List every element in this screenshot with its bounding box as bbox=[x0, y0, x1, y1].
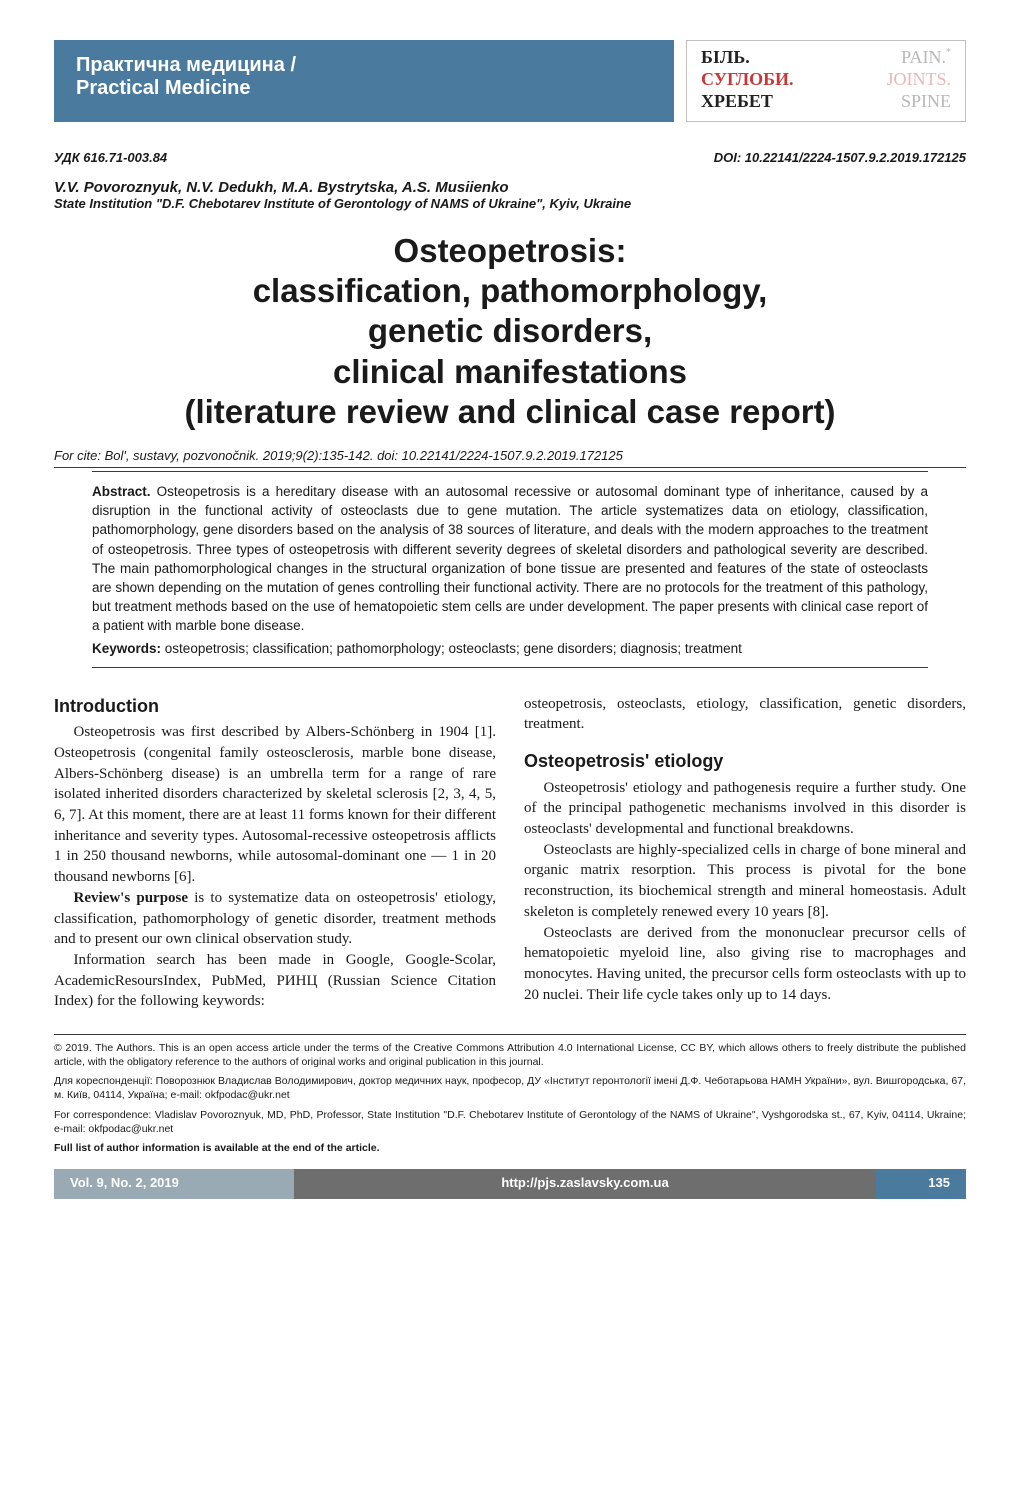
footnote-correspondence-ua: Для кореспонденції: Поворознюк Владислав… bbox=[54, 1074, 966, 1102]
column-right: osteopetrosis, osteoclasts, etiology, cl… bbox=[524, 694, 966, 1012]
footer-page-number: 135 bbox=[876, 1169, 966, 1199]
page: Практична медицина / Practical Medicine … bbox=[0, 0, 1020, 1199]
page-footer: Vol. 9, No. 2, 2019 http://pjs.zaslavsky… bbox=[54, 1169, 966, 1199]
udc-code: УДК 616.71-003.84 bbox=[54, 150, 167, 165]
abstract-label: Abstract. bbox=[92, 484, 151, 499]
review-purpose-label: Review's purpose bbox=[74, 890, 189, 906]
rule-abstract-top bbox=[92, 471, 928, 472]
footnote-correspondence-en: For correspondence: Vladislav Povoroznyu… bbox=[54, 1108, 966, 1136]
rule-abstract-bottom bbox=[92, 667, 928, 668]
logo-en-pain: PAIN.* bbox=[901, 47, 951, 69]
logo-ua-spine: ХРЕБЕТ bbox=[701, 91, 773, 113]
keywords-line: Keywords: osteopetrosis; classification;… bbox=[92, 639, 928, 658]
footnotes: © 2019. The Authors. This is an open acc… bbox=[54, 1041, 966, 1155]
logo-row-joints: СУГЛОБИ. JOINTS. bbox=[701, 69, 951, 91]
intro-p1: Osteopetrosis was first described by Alb… bbox=[54, 722, 496, 888]
meta-row: УДК 616.71-003.84 DOI: 10.22141/2224-150… bbox=[54, 150, 966, 165]
title-line-1: Osteopetrosis: bbox=[394, 232, 627, 269]
footer-issue: Vol. 9, No. 2, 2019 bbox=[54, 1169, 294, 1199]
title-line-4: clinical manifestations bbox=[333, 353, 687, 390]
keywords-text: osteopetrosis; classification; pathomorp… bbox=[165, 641, 742, 656]
title-line-3: genetic disorders, bbox=[368, 312, 652, 349]
footnote-rule bbox=[54, 1034, 966, 1035]
abstract-text: Osteopetrosis is a hereditary disease wi… bbox=[92, 484, 928, 633]
body-columns: Introduction Osteopetrosis was first des… bbox=[54, 694, 966, 1012]
section-banner-line1: Практична медицина / bbox=[76, 54, 652, 77]
citation-line: For cite: Bol', sustavy, pozvonočnik. 20… bbox=[54, 448, 966, 463]
journal-logo: БІЛЬ. PAIN.* СУГЛОБИ. JOINTS. ХРЕБЕТ SPI… bbox=[686, 40, 966, 122]
logo-en-joints: JOINTS. bbox=[886, 69, 951, 91]
keywords-continuation: osteopetrosis, osteoclasts, etiology, cl… bbox=[524, 694, 966, 735]
footnote-license: © 2019. The Authors. This is an open acc… bbox=[54, 1041, 966, 1069]
heading-introduction: Introduction bbox=[54, 694, 496, 719]
footnote-author-info: Full list of author information is avail… bbox=[54, 1141, 966, 1155]
title-line-2: classification, pathomorphology, bbox=[253, 272, 768, 309]
authors: V.V. Povoroznyuk, N.V. Dedukh, M.A. Byst… bbox=[54, 179, 966, 196]
rule-under-cite bbox=[54, 467, 966, 468]
title-line-5: (literature review and clinical case rep… bbox=[184, 393, 835, 430]
affiliation: State Institution "D.F. Chebotarev Insti… bbox=[54, 196, 966, 211]
heading-etiology: Osteopetrosis' etiology bbox=[524, 749, 966, 774]
section-banner-line2: Practical Medicine bbox=[76, 77, 652, 100]
intro-p3: Information search has been made in Goog… bbox=[54, 950, 496, 1012]
logo-row-spine: ХРЕБЕТ SPINE bbox=[701, 91, 951, 113]
keywords-label: Keywords: bbox=[92, 641, 161, 656]
etiology-p1: Osteopetrosis' etiology and pathogenesis… bbox=[524, 778, 966, 840]
footer-url: http://pjs.zaslavsky.com.ua bbox=[294, 1169, 876, 1199]
intro-p2: Review's purpose is to systematize data … bbox=[54, 888, 496, 950]
etiology-p2: Osteoclasts are highly-specialized cells… bbox=[524, 840, 966, 923]
column-left: Introduction Osteopetrosis was first des… bbox=[54, 694, 496, 1012]
logo-ua-pain: БІЛЬ. bbox=[701, 47, 750, 69]
logo-ua-joints: СУГЛОБИ. bbox=[701, 69, 794, 91]
doi: DOI: 10.22141/2224-1507.9.2.2019.172125 bbox=[714, 150, 966, 165]
banner-row: Практична медицина / Practical Medicine … bbox=[54, 40, 966, 122]
etiology-p3: Osteoclasts are derived from the mononuc… bbox=[524, 923, 966, 1006]
logo-row-pain: БІЛЬ. PAIN.* bbox=[701, 47, 951, 69]
section-banner: Практична медицина / Practical Medicine bbox=[54, 40, 674, 122]
article-title: Osteopetrosis: classification, pathomorp… bbox=[54, 231, 966, 432]
abstract-block: Abstract. Osteopetrosis is a hereditary … bbox=[92, 482, 928, 658]
logo-en-spine: SPINE bbox=[901, 91, 951, 113]
